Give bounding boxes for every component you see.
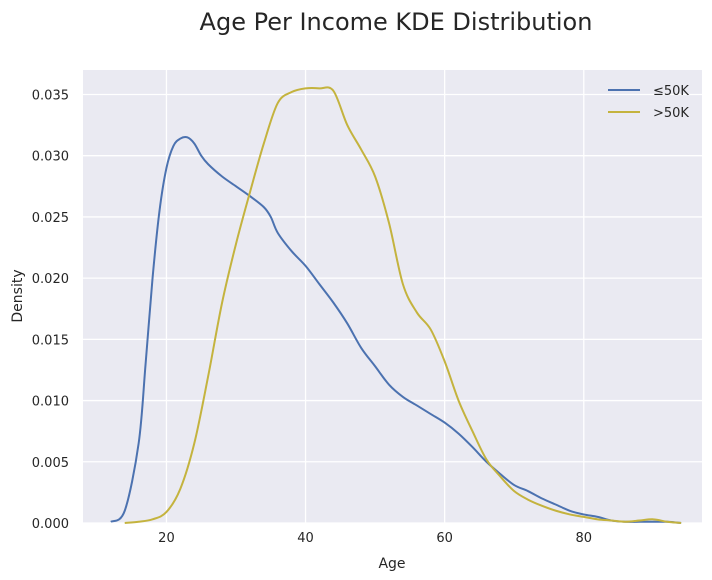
x-tick-label: 80 [575,531,592,546]
y-tick-label: 0.005 [32,456,69,471]
legend: ≤50K >50K [608,84,689,121]
y-axis-label: Density [10,269,26,322]
y-tick-label: 0.015 [32,333,69,348]
chart-title: Age Per Income KDE Distribution [200,8,593,36]
legend-label-2: >50K [653,106,689,121]
y-tick-label: 0.000 [32,517,69,532]
y-tick-label: 0.030 [32,150,69,165]
y-tick-label: 0.020 [32,272,69,287]
series-lines [110,86,682,524]
grid-lines [83,70,702,524]
y-tick-label: 0.010 [32,395,69,410]
series-line-2 [124,86,682,524]
tick-labels: 20 40 60 80 0.000 0.005 0.010 0.015 0.020 0.025 0.… [32,88,592,546]
series-line-1 [110,135,682,524]
y-tick-label: 0.025 [32,211,69,226]
x-tick-label: 40 [297,531,314,546]
x-tick-label: 20 [158,531,175,546]
plot-area [83,70,702,523]
y-tick-label: 0.035 [32,88,69,103]
x-axis-label: Age [378,556,405,572]
x-tick-label: 60 [436,531,453,546]
legend-label-1: ≤50K [653,84,689,99]
